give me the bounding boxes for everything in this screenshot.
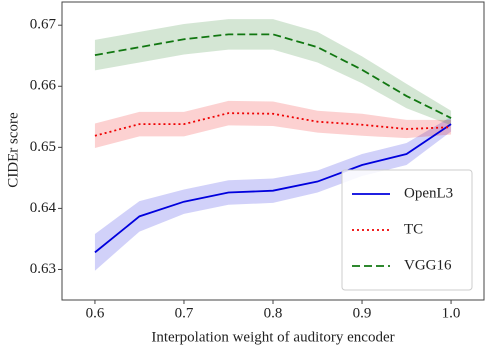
- x-tick-label: 0.7: [175, 305, 194, 321]
- x-axis-label: Interpolation weight of auditory encoder: [151, 329, 394, 345]
- y-tick-label: 0.64: [30, 200, 57, 216]
- legend-box: [341, 169, 473, 291]
- x-tick-label: 1.0: [442, 305, 461, 321]
- legend-label: VGG16: [404, 257, 452, 273]
- legend-label: OpenL3: [404, 185, 453, 201]
- plot-frame: [61, 1, 485, 301]
- x-tick-label: 0.9: [353, 305, 372, 321]
- y-tick-label: 0.65: [30, 139, 56, 155]
- y-axis-label: CIDEr score: [5, 112, 21, 188]
- error-band: [94, 116, 452, 271]
- line: [94, 33, 452, 119]
- x-tick-label: 0.6: [86, 305, 105, 321]
- y-tick-label: 0.66: [30, 78, 57, 94]
- y-tick-label: 0.67: [30, 17, 57, 33]
- error-band: [94, 19, 452, 126]
- line: [94, 123, 452, 254]
- y-tick-label: 0.63: [30, 261, 56, 277]
- line: [94, 112, 452, 137]
- legend-label: TC: [404, 221, 423, 237]
- x-tick-label: 0.8: [264, 305, 283, 321]
- error-band: [94, 100, 452, 148]
